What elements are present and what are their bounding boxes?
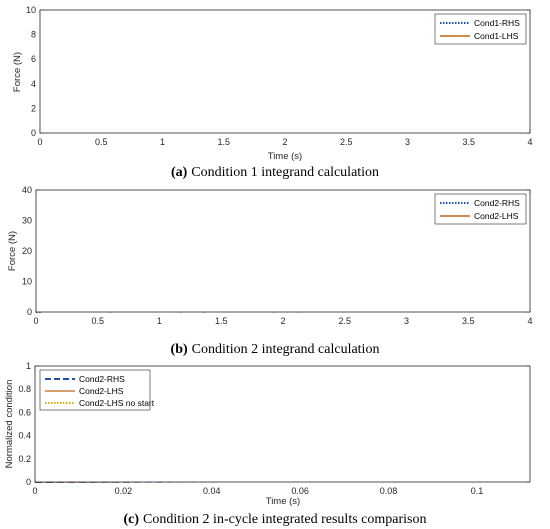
x-tick-label: 1.5 [215, 316, 228, 326]
x-tick-label: 2 [282, 137, 287, 147]
x-tick-label: 0.5 [91, 316, 104, 326]
x-tick-label: 3.5 [462, 316, 475, 326]
y-tick-label: 0 [26, 477, 31, 487]
x-tick-label: 0.5 [95, 137, 108, 147]
y-tick-label: 0 [31, 128, 36, 138]
y-tick-label: 0 [27, 307, 32, 317]
x-tick-label: 0 [33, 316, 38, 326]
panel-c-xlabel: Time (s) [266, 496, 300, 507]
legend-label-cond2-lhs-nostart: Cond2-LHS no start [79, 398, 155, 408]
x-tick-label: 1 [160, 137, 165, 147]
x-tick-label: 0.08 [380, 486, 398, 496]
x-tick-label: 1.5 [217, 137, 230, 147]
panel-b: Force (N) Cond2-RHS Cond2-LHS (b) Conditi… [7, 189, 531, 357]
y-tick-label: 10 [26, 5, 36, 15]
y-tick-label: 2 [31, 103, 36, 113]
panel-b-legend-box [434, 193, 527, 225]
x-tick-label: 0.06 [291, 486, 309, 496]
x-tick-label: 3.5 [462, 137, 475, 147]
x-tick-label: 3 [404, 316, 409, 326]
x-tick-label: 0 [32, 486, 37, 496]
panel-a-legend: Cond1-RHS Cond1-LHS [434, 13, 527, 45]
x-tick-label: 0.1 [471, 486, 484, 496]
x-tick-label: 2.5 [338, 316, 351, 326]
panel-b-caption-label: (b) [171, 342, 188, 357]
y-tick-label: 6 [31, 54, 36, 64]
x-tick-label: 0.02 [115, 486, 133, 496]
panel-c-caption-label: (c) [124, 512, 140, 527]
panel-a-legend-box [434, 13, 527, 45]
panel-b-caption-text: Condition 2 integrand calculation [192, 342, 380, 357]
y-tick-label: 20 [22, 246, 32, 256]
panel-b-ylabel: Force (N) [7, 231, 18, 271]
panel-a-ylabel: Force (N) [12, 52, 23, 92]
y-tick-label: 0.6 [18, 407, 31, 417]
x-tick-label: 0 [37, 137, 42, 147]
legend-label-cond2-rhs-c: Cond2-RHS [79, 374, 125, 384]
panel-a-xlabel: Time (s) [268, 151, 302, 162]
y-tick-label: 8 [31, 30, 36, 40]
y-tick-label: 30 [22, 216, 32, 226]
panel-c-caption-text: Condition 2 in-cycle integrated results … [143, 512, 426, 527]
x-tick-label: 2.5 [340, 137, 353, 147]
x-tick-label: 3 [405, 137, 410, 147]
panel-a-caption: (a) Condition 1 integrand calculation [171, 165, 379, 180]
x-tick-label: 2 [280, 316, 285, 326]
x-tick-label: 1 [157, 316, 162, 326]
panel-a-caption-text: Condition 1 integrand calculation [191, 165, 379, 180]
panel-b-legend: Cond2-RHS Cond2-LHS [434, 193, 527, 225]
panel-a-caption-label: (a) [171, 165, 188, 180]
y-tick-label: 40 [22, 185, 32, 195]
y-tick-label: 1 [26, 361, 31, 371]
x-tick-label: 4 [527, 137, 532, 147]
x-tick-label: 4 [527, 316, 532, 326]
y-tick-label: 4 [31, 79, 36, 89]
panel-c-caption: (c) Condition 2 in-cycle integrated resul… [124, 512, 427, 527]
x-tick-label: 0.04 [203, 486, 221, 496]
legend-label-cond1-rhs: Cond1-RHS [474, 18, 520, 28]
y-tick-label: 0.8 [18, 384, 31, 394]
legend-label-cond1-lhs: Cond1-LHS [474, 31, 519, 41]
panel-c-legend: Cond2-RHS Cond2-LHS Cond2-LHS no start [39, 369, 155, 411]
panel-c: Normalized condition Time (s) Cond2-RHS … [4, 365, 531, 527]
panel-a: Force (N) Time (s) Cond1-RHS Cond1-LHS (… [12, 9, 531, 180]
legend-label-cond2-lhs: Cond2-LHS [474, 211, 519, 221]
legend-label-cond2-rhs: Cond2-RHS [474, 198, 520, 208]
panel-b-caption: (b) Condition 2 integrand calculation [171, 342, 380, 357]
legend-label-cond2-lhs-c: Cond2-LHS [79, 386, 124, 396]
y-tick-label: 0.2 [18, 454, 31, 464]
y-tick-label: 10 [22, 277, 32, 287]
y-tick-label: 0.4 [18, 431, 31, 441]
panel-c-ylabel: Normalized condition [4, 380, 15, 469]
